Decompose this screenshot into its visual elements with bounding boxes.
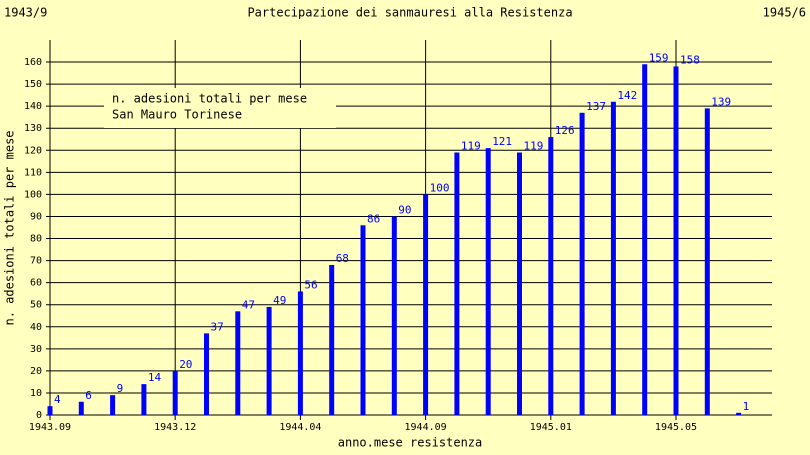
- y-tick-label: 40: [30, 322, 42, 333]
- value-label: 90: [398, 203, 411, 216]
- value-label: 121: [492, 135, 512, 148]
- bar: [704, 108, 710, 415]
- y-tick-label: 50: [30, 300, 42, 311]
- bar: [329, 265, 335, 415]
- bar: [204, 333, 209, 415]
- bar: [454, 152, 460, 415]
- x-tick-label: 1943.12: [154, 422, 196, 433]
- chart-title: Partecipazione dei sanmauresi alla Resis…: [247, 6, 572, 20]
- bar: [266, 306, 272, 415]
- bar: [485, 148, 491, 415]
- bar: [642, 64, 648, 415]
- y-tick-label: 30: [30, 344, 42, 355]
- value-label: 20: [179, 358, 192, 371]
- value-label: 1: [743, 400, 750, 413]
- corner-left: 1943/9: [4, 6, 47, 20]
- y-tick-label: 100: [24, 189, 42, 200]
- value-label: 14: [148, 371, 162, 384]
- value-label: 49: [273, 294, 286, 307]
- x-tick-label: 1944.04: [279, 422, 321, 433]
- y-tick-label: 60: [30, 278, 42, 289]
- y-tick-label: 120: [24, 145, 42, 156]
- x-tick-label: 1945.05: [655, 422, 697, 433]
- bar: [110, 395, 116, 415]
- value-label: 47: [242, 298, 255, 311]
- x-tick-label: 1944.09: [405, 422, 447, 433]
- y-tick-label: 20: [30, 366, 42, 377]
- value-label: 119: [461, 140, 481, 153]
- bar: [141, 384, 147, 415]
- x-axis-label: anno.mese resistenza: [338, 436, 483, 450]
- y-tick-label: 0: [36, 410, 42, 421]
- y-tick-label: 70: [30, 256, 42, 267]
- bar: [172, 370, 178, 415]
- legend-box: [104, 88, 336, 128]
- bar: [47, 406, 53, 415]
- y-tick-label: 10: [30, 388, 42, 399]
- bar: [391, 216, 397, 415]
- bar: [548, 137, 554, 415]
- y-tick-label: 150: [24, 79, 42, 90]
- corner-right: 1945/6: [763, 6, 806, 20]
- value-label: 68: [336, 252, 349, 265]
- value-label: 100: [430, 181, 450, 194]
- bar: [78, 401, 84, 415]
- bar: [610, 101, 616, 415]
- value-label: 126: [555, 124, 575, 137]
- value-label: 9: [117, 382, 124, 395]
- value-label: 86: [367, 212, 380, 225]
- value-label: 56: [304, 278, 317, 291]
- value-label: 137: [586, 100, 606, 113]
- y-axis-label: n. adesioni totali per mese: [3, 130, 17, 325]
- y-tick-label: 140: [24, 101, 42, 112]
- bar: [360, 225, 366, 415]
- legend-entry: n. adesioni totali per mese: [112, 92, 307, 106]
- value-label: 158: [680, 53, 700, 66]
- y-tick-label: 90: [30, 211, 42, 222]
- y-tick-label: 110: [24, 167, 42, 178]
- value-label: 119: [524, 140, 544, 153]
- value-label: 4: [54, 393, 61, 406]
- value-label: 37: [211, 320, 224, 333]
- y-tick-label: 80: [30, 234, 42, 245]
- x-tick-label: 1945.01: [530, 422, 572, 433]
- bar: [736, 412, 742, 415]
- value-label: 142: [617, 89, 637, 102]
- legend-subtitle: San Mauro Torinese: [112, 108, 242, 122]
- bar: [297, 291, 303, 415]
- bar: [423, 194, 429, 415]
- bar: [673, 66, 679, 416]
- y-tick-label: 130: [24, 123, 42, 134]
- value-label: 159: [649, 51, 669, 64]
- value-label: 6: [85, 389, 92, 402]
- x-tick-label: 1943.09: [29, 422, 71, 433]
- bar: [235, 311, 241, 415]
- bar: [517, 152, 522, 415]
- bar: [579, 112, 585, 415]
- y-tick-label: 160: [24, 57, 42, 68]
- value-label: 139: [711, 95, 731, 108]
